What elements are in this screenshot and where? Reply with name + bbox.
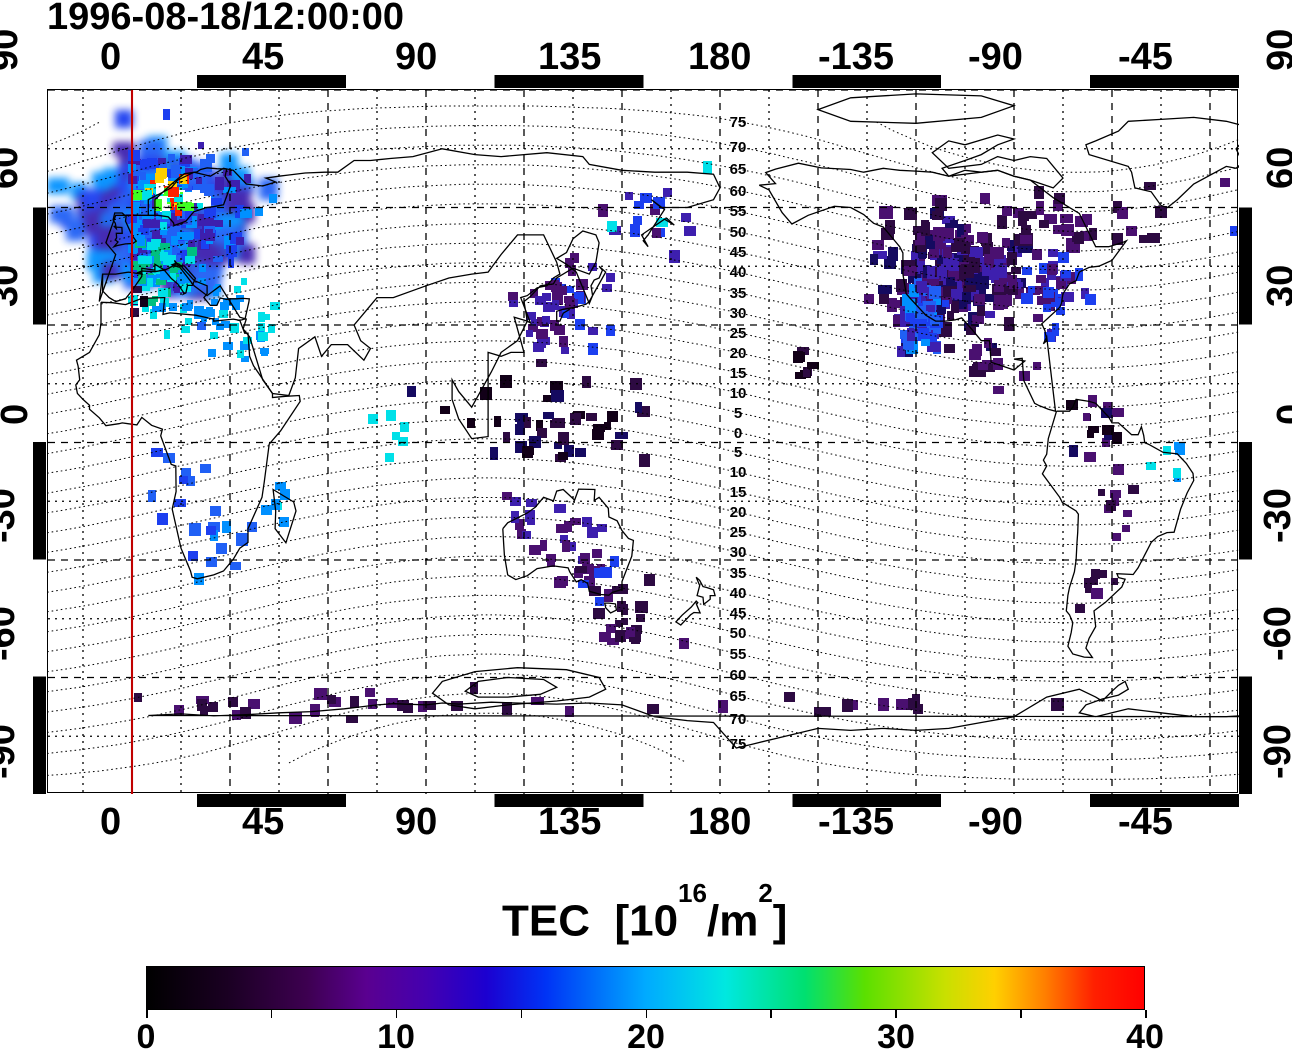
svg-text:60: 60: [730, 667, 747, 684]
svg-text:50: 50: [730, 625, 747, 642]
svg-text:55: 55: [730, 203, 747, 220]
svg-text:75: 75: [730, 114, 747, 131]
svg-text:45: 45: [730, 244, 747, 261]
svg-text:70: 70: [730, 139, 747, 156]
svg-text:50: 50: [730, 224, 747, 241]
svg-text:15: 15: [730, 365, 747, 382]
svg-text:20: 20: [730, 345, 747, 362]
svg-text:20: 20: [730, 504, 747, 521]
svg-text:30: 30: [730, 305, 747, 322]
svg-text:45: 45: [730, 605, 747, 622]
svg-text:25: 25: [730, 524, 747, 541]
svg-text:10: 10: [730, 385, 747, 402]
svg-text:70: 70: [730, 711, 747, 728]
svg-text:60: 60: [730, 183, 747, 200]
svg-text:65: 65: [730, 688, 747, 705]
svg-text:40: 40: [730, 264, 747, 281]
svg-text:10: 10: [730, 464, 747, 481]
svg-text:25: 25: [730, 325, 747, 342]
svg-text:35: 35: [730, 565, 747, 582]
svg-text:35: 35: [730, 285, 747, 302]
svg-text:40: 40: [730, 585, 747, 602]
svg-text:55: 55: [730, 646, 747, 663]
svg-text:75: 75: [730, 736, 747, 753]
svg-text:30: 30: [730, 544, 747, 561]
svg-text:65: 65: [730, 161, 747, 178]
svg-text:15: 15: [730, 484, 747, 501]
svg-text:5: 5: [734, 444, 742, 461]
svg-text:5: 5: [734, 405, 742, 422]
svg-text:0: 0: [734, 425, 742, 442]
